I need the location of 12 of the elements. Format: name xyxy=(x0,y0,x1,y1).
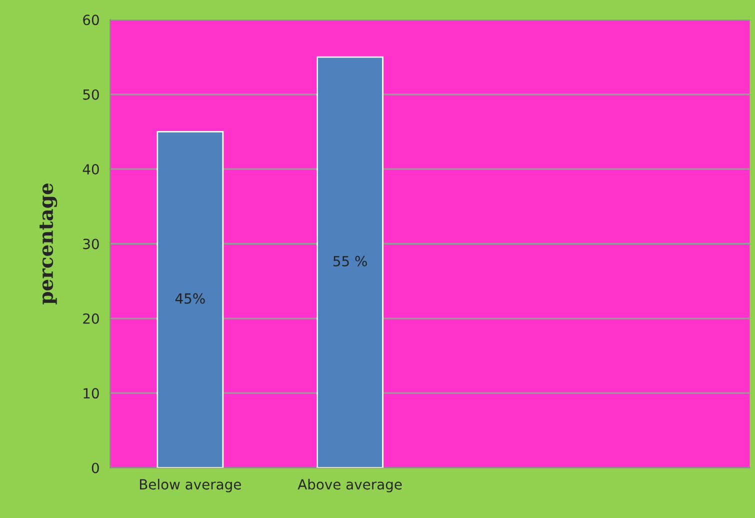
x-tick-label: Above average xyxy=(298,478,402,492)
y-tick-label: 60 xyxy=(83,14,99,26)
data-label: 55 % xyxy=(333,256,367,266)
y-tick-label: 40 xyxy=(82,164,99,175)
y-axis-title: percentage xyxy=(40,184,58,304)
y-tick-label: 10 xyxy=(84,388,99,399)
x-tick-label: Below average xyxy=(140,478,241,492)
data-label: 45% xyxy=(175,293,205,304)
y-tick-label: 30 xyxy=(83,238,99,250)
y-tick-label: 20 xyxy=(83,313,99,324)
y-tick-label: 0 xyxy=(92,462,99,474)
y-tick-label: 50 xyxy=(83,89,99,100)
